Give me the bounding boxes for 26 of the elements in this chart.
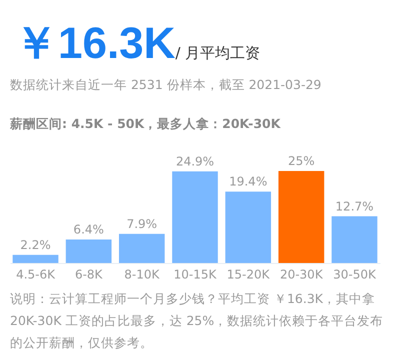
- bar: [172, 171, 218, 263]
- text: 薪酬区间: 4.5K - 50K，最多人拿：20K-30K: [10, 116, 282, 133]
- data-label: 24.9%: [176, 154, 214, 168]
- x-tick-label: 4.5-6K: [16, 268, 56, 282]
- data-label: 25%: [288, 154, 315, 168]
- x-tick-label: 20-30K: [280, 268, 324, 282]
- data-label: 6.4%: [73, 222, 104, 236]
- bar: [118, 234, 165, 263]
- chart-title: ￥16.3K: [14, 19, 176, 68]
- bar: [12, 254, 58, 263]
- data-label: 19.4%: [229, 174, 268, 189]
- x-tick-label: 8-10K: [124, 268, 161, 282]
- bar: [225, 192, 272, 263]
- chart-subtitle: / 月平均工资: [175, 44, 260, 62]
- text: 数据统计来自近一年 2531 份样本，截至 2021-03-29: [10, 77, 322, 94]
- data-label: 7.9%: [126, 216, 158, 231]
- x-tick-label: 10-15K: [174, 268, 218, 282]
- x-tick-label: 15-20K: [226, 268, 271, 282]
- bar: [332, 216, 378, 263]
- text: 说明：云计算工程师一个月多少钱？平均工资 ￥16.3K，其中拿 20K-30K 工资的占比最多，达 25%，数据统计依赖于各平台发布的公开薪酬，仅供参考。: [10, 290, 384, 352]
- bar: [66, 239, 112, 263]
- x-tick-label: 30-50K: [333, 268, 377, 282]
- data-label: 2.2%: [20, 238, 51, 252]
- data-label: 12.7%: [335, 199, 374, 214]
- bar: [278, 171, 324, 263]
- x-tick-label: 6-8K: [74, 268, 104, 282]
